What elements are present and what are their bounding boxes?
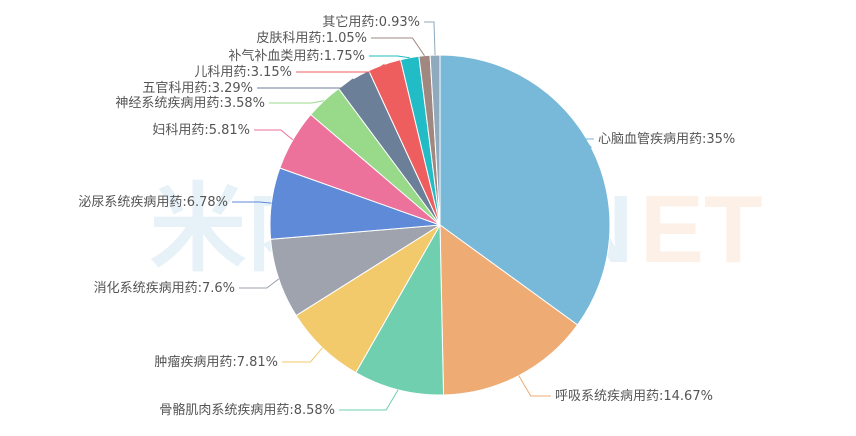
label-line-10 — [369, 55, 410, 59]
slice-label-7: 神经系统疾病用药:3.58% — [115, 96, 265, 111]
label-line-8 — [257, 78, 354, 89]
label-line-5 — [232, 201, 272, 204]
svg-text:ET: ET — [640, 176, 763, 283]
label-line-1 — [518, 375, 551, 397]
slice-label-5: 泌尿系统疾病用药:6.78% — [78, 195, 228, 210]
label-line-6 — [254, 129, 294, 141]
label-line-4 — [239, 278, 280, 289]
label-line-11 — [371, 37, 425, 56]
slice-label-3: 肿瘤疾病用药:7.81% — [154, 354, 278, 370]
slice-label-6: 妇科用药:5.81% — [152, 122, 250, 138]
slice-label-1: 呼吸系统疾病用药:14.67% — [555, 389, 713, 404]
label-line-9 — [296, 63, 385, 73]
label-line-3 — [282, 347, 323, 363]
slice-label-4: 消化系统疾病用药:7.6% — [94, 281, 235, 296]
slice-label-0: 心脑血管疾病用药:35% — [598, 132, 735, 147]
slice-label-12: 其它用药:0.93% — [322, 14, 420, 30]
pie-slice-1[interactable] — [439, 224, 579, 396]
slice-label-10: 补气补血类用药:1.75% — [228, 48, 365, 64]
slice-label-8: 五官科用药:3.29% — [142, 80, 253, 96]
label-line-7 — [269, 100, 325, 104]
pie-slice-2[interactable] — [355, 223, 445, 396]
slice-label-11: 皮肤科用药:1.05% — [256, 31, 367, 46]
label-line-2 — [339, 389, 399, 411]
label-line-12 — [424, 21, 436, 56]
label-line-0 — [582, 138, 594, 149]
slice-label-9: 儿科用药:3.15% — [194, 65, 292, 80]
slice-label-2: 骨骼肌肉系统疾病用药:8.58% — [159, 402, 335, 418]
